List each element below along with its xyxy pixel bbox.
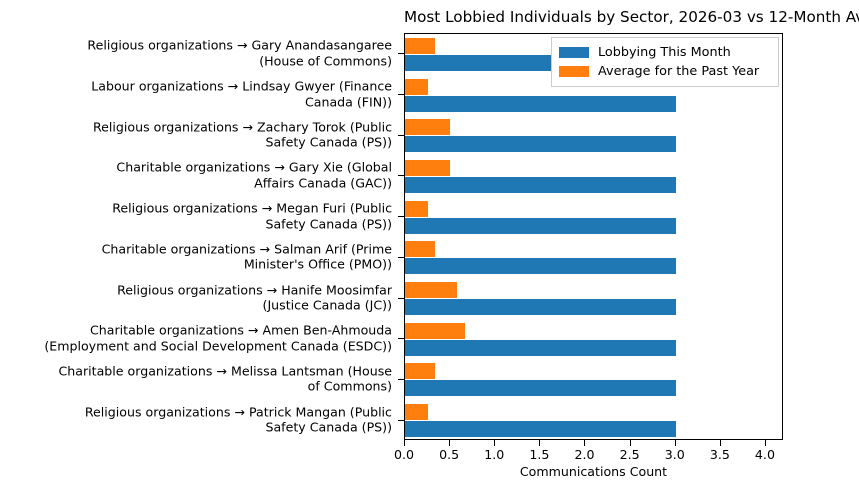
legend-swatch-orange bbox=[559, 66, 589, 77]
y-tick-label-line: Religious organizations → Zachary Torok … bbox=[92, 119, 392, 135]
bar-lobbying-this-month bbox=[405, 299, 676, 316]
legend-label-average-past-year: Average for the Past Year bbox=[598, 64, 760, 79]
x-tick-label: 0.5 bbox=[439, 447, 460, 462]
y-tick-mark bbox=[398, 94, 404, 96]
y-tick-label: Religious organizations → Megan Furi (Pu… bbox=[0, 201, 392, 232]
y-tick-mark bbox=[398, 256, 404, 258]
bar-lobbying-this-month bbox=[405, 217, 676, 234]
bar-lobbying-this-month bbox=[405, 258, 676, 275]
x-tick-mark bbox=[719, 440, 721, 446]
y-tick-mark bbox=[398, 134, 404, 136]
x-tick-label: 2.5 bbox=[619, 447, 640, 462]
y-tick-mark bbox=[398, 297, 404, 299]
x-tick-mark bbox=[404, 440, 405, 446]
x-tick-mark bbox=[539, 440, 541, 446]
y-tick-label-line: Religious organizations → Megan Furi (Pu… bbox=[112, 200, 392, 216]
x-axis-label: Communications Count bbox=[519, 464, 668, 479]
y-tick-label: Charitable organizations → Salman Arif (… bbox=[0, 241, 392, 272]
x-tick-mark bbox=[764, 440, 766, 446]
y-tick-label-line: Canada (FIN)) bbox=[304, 94, 392, 110]
bar-lobbying-this-month bbox=[405, 136, 676, 153]
y-tick-mark bbox=[398, 419, 404, 421]
y-tick-label-line: Safety Canada (PS)) bbox=[265, 419, 392, 435]
y-tick-mark bbox=[398, 175, 404, 177]
y-tick-label-line: (Justice Canada (JC)) bbox=[262, 297, 392, 313]
y-tick-label-line: Religious organizations → Gary Anandasan… bbox=[87, 37, 392, 53]
x-tick-label: 1.5 bbox=[529, 447, 550, 462]
y-tick-label-line: Minister's Office (PMO)) bbox=[243, 256, 392, 272]
bar-average-past-year bbox=[405, 322, 466, 339]
y-tick-label-line: Affairs Canada (GAC)) bbox=[254, 175, 392, 191]
y-tick-label: Charitable organizations → Gary Xie (Glo… bbox=[0, 160, 392, 191]
x-tick-mark bbox=[629, 440, 631, 446]
y-tick-mark bbox=[398, 216, 404, 218]
plot-area bbox=[404, 33, 783, 440]
y-tick-label-line: Religious organizations → Hanife Moosimf… bbox=[117, 282, 392, 298]
x-tick-mark bbox=[584, 440, 586, 446]
legend-swatch-blue bbox=[559, 47, 589, 58]
bar-lobbying-this-month bbox=[405, 380, 676, 397]
y-tick-label: Religious organizations → Gary Anandasan… bbox=[0, 38, 392, 69]
bar-average-past-year bbox=[405, 241, 435, 258]
bar-average-past-year bbox=[405, 363, 435, 380]
x-tick-label: 1.0 bbox=[484, 447, 505, 462]
y-tick-label-line: Charitable organizations → Gary Xie (Glo… bbox=[116, 159, 392, 175]
bar-average-past-year bbox=[405, 119, 451, 136]
x-tick-label: 3.0 bbox=[664, 447, 685, 462]
legend-label-lobbying-this-month: Lobbying This Month bbox=[598, 45, 731, 60]
y-tick-label-line: Labour organizations → Lindsay Gwyer (Fi… bbox=[91, 78, 392, 94]
y-tick-label-line: of Commons) bbox=[307, 378, 392, 394]
chart-title-container: Most Lobbied Individuals by Sector, 2026… bbox=[404, 7, 859, 26]
y-tick-label: Charitable organizations → Melissa Lants… bbox=[0, 363, 392, 394]
y-tick-label-line: Charitable organizations → Salman Arif (… bbox=[101, 241, 392, 257]
y-tick-label-line: Safety Canada (PS)) bbox=[265, 216, 392, 232]
bar-average-past-year bbox=[405, 200, 428, 217]
bar-average-past-year bbox=[405, 282, 458, 299]
bar-lobbying-this-month bbox=[405, 176, 676, 193]
chart-title: Most Lobbied Individuals by Sector, 2026… bbox=[404, 8, 859, 26]
bar-lobbying-this-month bbox=[405, 421, 676, 438]
bar-average-past-year bbox=[405, 404, 428, 421]
y-tick-label: Charitable organizations → Amen Ben-Ahmo… bbox=[0, 323, 392, 354]
y-tick-label: Labour organizations → Lindsay Gwyer (Fi… bbox=[0, 79, 392, 110]
y-tick-label-line: Religious organizations → Patrick Mangan… bbox=[84, 404, 392, 420]
x-tick-label: 4.0 bbox=[754, 447, 775, 462]
x-tick-label: 2.0 bbox=[574, 447, 595, 462]
y-tick-label-line: (House of Commons) bbox=[259, 53, 392, 69]
y-tick-label-line: Safety Canada (PS)) bbox=[265, 134, 392, 150]
y-tick-label-line: Charitable organizations → Amen Ben-Ahmo… bbox=[89, 322, 392, 338]
y-tick-label-line: (Employment and Social Development Canad… bbox=[44, 338, 392, 354]
bar-lobbying-this-month bbox=[405, 339, 676, 356]
chart-legend[interactable]: Lobbying This Month Average for the Past… bbox=[551, 37, 779, 87]
y-tick-label: Religious organizations → Zachary Torok … bbox=[0, 119, 392, 150]
x-tick-label: 3.5 bbox=[709, 447, 730, 462]
x-tick-mark bbox=[449, 440, 451, 446]
y-tick-mark bbox=[398, 378, 404, 380]
x-tick-mark bbox=[494, 440, 496, 446]
y-axis-tick-labels: Religious organizations → Gary Anandasan… bbox=[0, 33, 404, 440]
x-tick-label: 0.0 bbox=[393, 447, 415, 462]
y-tick-mark bbox=[398, 53, 404, 55]
y-tick-label-line: Charitable organizations → Melissa Lants… bbox=[58, 363, 392, 379]
y-tick-mark bbox=[398, 338, 404, 340]
y-tick-label: Religious organizations → Hanife Moosimf… bbox=[0, 282, 392, 313]
bar-average-past-year bbox=[405, 78, 428, 95]
legend-item-average-past-year[interactable]: Average for the Past Year bbox=[559, 62, 771, 81]
bar-average-past-year bbox=[405, 159, 451, 176]
y-tick-label: Religious organizations → Patrick Mangan… bbox=[0, 404, 392, 435]
bar-lobbying-this-month bbox=[405, 95, 676, 112]
bar-average-past-year bbox=[405, 37, 435, 54]
x-tick-mark bbox=[674, 440, 676, 446]
legend-item-lobbying-this-month[interactable]: Lobbying This Month bbox=[559, 43, 771, 62]
x-axis-tick-labels: 0.0 0.5 1.0 1.5 2.0 2.5 3.0 3.5 4.0 bbox=[0, 440, 859, 462]
